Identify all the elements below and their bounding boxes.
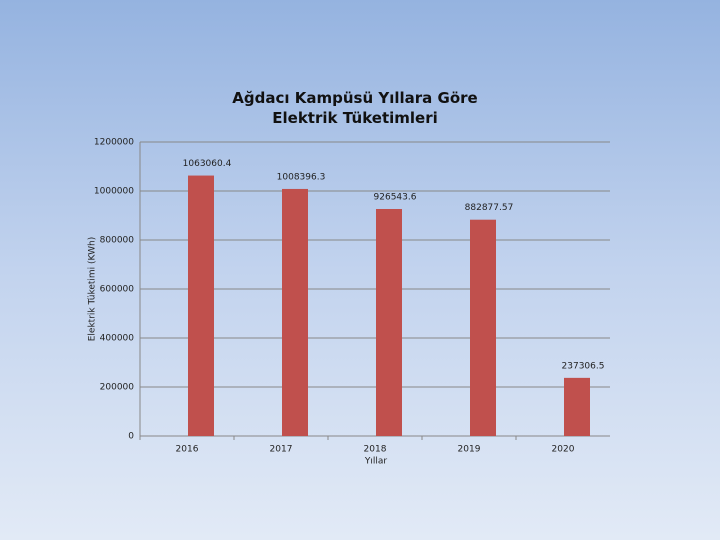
y-axis-label: Elektrik Tüketimi (KWh)	[88, 237, 98, 342]
value-label: 1063060.4	[183, 159, 232, 169]
x-tick-label: 2016	[176, 445, 199, 455]
y-tick-label: 400000	[100, 334, 135, 344]
x-tick-label: 2019	[458, 445, 481, 455]
y-tick-label: 1000000	[94, 187, 134, 197]
bar	[470, 219, 496, 436]
chart-title: Ağdacı Kampüsü Yıllara Göre Elektrik Tük…	[232, 89, 478, 127]
y-tick-label: 800000	[100, 236, 135, 246]
bar	[282, 188, 308, 436]
x-tick-label: 2020	[552, 445, 575, 455]
x-axis-label: Yıllar	[364, 457, 388, 467]
bar	[188, 175, 214, 436]
x-tick-label: 2017	[270, 445, 293, 455]
bar	[564, 377, 590, 436]
value-label: 1008396.3	[277, 172, 326, 182]
y-tick-label: 1200000	[94, 138, 134, 148]
value-label: 882877.57	[465, 203, 514, 213]
y-tick-label: 600000	[100, 285, 135, 295]
bar	[376, 208, 402, 436]
value-label: 926543.6	[374, 192, 417, 202]
value-label: 237306.5	[562, 361, 605, 371]
x-tick-label: 2018	[364, 445, 387, 455]
y-tick-label: 200000	[100, 383, 135, 393]
y-tick-label: 0	[128, 432, 134, 442]
